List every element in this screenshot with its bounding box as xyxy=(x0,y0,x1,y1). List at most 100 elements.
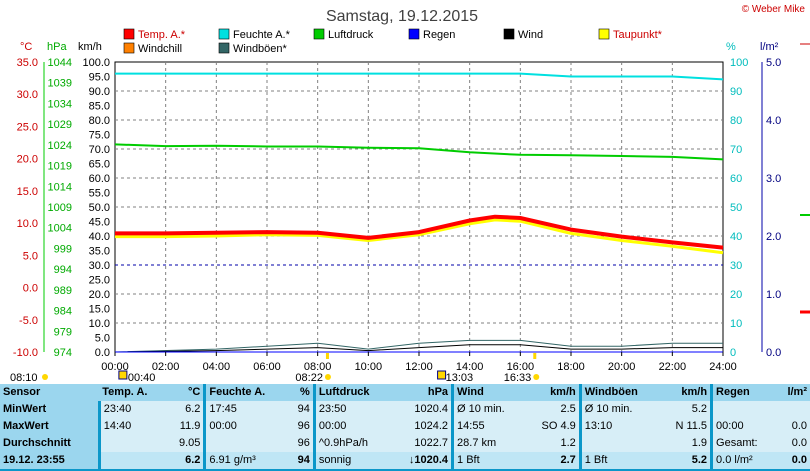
table-row-label: 19.12. 23:55 xyxy=(0,452,100,469)
wind-tick-label: 60.0 xyxy=(89,173,110,185)
table-header-cell: Sensor xyxy=(0,384,100,401)
pressure-tick-label: 1029 xyxy=(48,119,72,131)
table-cell: 2.7 xyxy=(525,452,581,469)
sunrise-axis-mark xyxy=(325,353,329,359)
wind-tick-label: 15.0 xyxy=(89,304,110,316)
wind-tick-label: 45.0 xyxy=(89,217,110,229)
table-cell: 96 xyxy=(288,435,315,452)
rain-tick-label: 3.0 xyxy=(766,173,781,185)
temp-tick-label: 20.0 xyxy=(17,154,38,166)
humidity-tick-label: 100 xyxy=(730,57,748,69)
humidity-tick-label: 40 xyxy=(730,231,742,243)
copyright-label: © Weber Mike xyxy=(742,4,806,15)
series-line-taupunkt xyxy=(115,218,724,255)
table-cell: Ø 10 min. xyxy=(578,401,661,418)
wind-tick-label: 65.0 xyxy=(89,159,110,171)
table-cell: 23:40 xyxy=(97,401,167,418)
time-tick-label: 02:00 xyxy=(152,361,180,373)
chart-title: Samstag, 19.12.2015 xyxy=(326,8,478,25)
table-cell: 1.9 xyxy=(660,435,712,452)
stats-grid: Sensor Temp. A. °C Feuchte A.% Luftdruck hPa W… xyxy=(0,384,810,469)
wind-tick-label: 80.0 xyxy=(89,115,110,127)
table-cell: 28.7 km xyxy=(451,435,526,452)
humidity-tick-label: 90 xyxy=(730,86,742,98)
temp-tick-label: 35.0 xyxy=(17,57,38,69)
table-header-cell: Windböen xyxy=(578,384,661,401)
table-cell: 17:45 xyxy=(203,401,289,418)
table-cell: 96 xyxy=(288,418,315,435)
wind-tick-label: 30.0 xyxy=(89,260,110,272)
legend-swatch xyxy=(218,28,230,40)
moonset-time: 00:40 xyxy=(128,372,156,384)
sunset-sun-icon xyxy=(533,374,540,380)
wind-tick-label: 100.0 xyxy=(82,57,110,69)
wind-tick-label: 20.0 xyxy=(89,289,110,301)
pressure-unit-label: hPa xyxy=(47,41,67,53)
legend-swatch xyxy=(313,28,325,40)
time-tick-label: 10:00 xyxy=(355,361,383,373)
legend-label: Taupunkt* xyxy=(613,29,663,41)
table-header-cell: km/h xyxy=(660,384,712,401)
table-cell: 23:50 xyxy=(312,401,392,418)
table-cell: 1 Bft xyxy=(578,452,661,469)
pressure-tick-label: 1009 xyxy=(48,202,72,214)
pressure-tick-label: 979 xyxy=(54,326,72,338)
legend-swatch xyxy=(218,42,230,54)
pressure-tick-label: 1039 xyxy=(48,78,72,90)
rain-tick-label: 2.0 xyxy=(766,231,781,243)
table-cell: 0.0 xyxy=(776,452,810,469)
temp-tick-label: 30.0 xyxy=(17,89,38,101)
humidity-unit-label: % xyxy=(726,41,736,53)
table-cell: ↓1020.4 xyxy=(391,452,453,469)
table-header-cell: Regen xyxy=(710,384,777,401)
table-cell: Ø 10 min. xyxy=(451,401,526,418)
humidity-tick-label: 0 xyxy=(730,347,736,359)
wind-tick-label: 85.0 xyxy=(89,101,110,113)
grid xyxy=(114,61,724,353)
wind-tick-label: 10.0 xyxy=(89,318,110,330)
wind-tick-label: 90.0 xyxy=(89,86,110,98)
time-tick-label: 14:00 xyxy=(456,361,484,373)
rain-tick-label: 5.0 xyxy=(766,57,781,69)
table-cell: 5.2 xyxy=(660,452,712,469)
legend-label: Luftdruck xyxy=(328,29,374,41)
moon-icon xyxy=(118,370,128,380)
temp-tick-label: 10.0 xyxy=(17,218,38,230)
sunrise-time: 08:10 xyxy=(10,372,38,384)
humidity-tick-label: 50 xyxy=(730,202,742,214)
pressure-tick-label: 974 xyxy=(54,347,72,359)
legend-label: Windböen* xyxy=(233,43,288,55)
table-cell: 9.05 xyxy=(166,435,205,452)
time-tick-label: 04:00 xyxy=(203,361,231,373)
table-cell: 94 xyxy=(288,452,315,469)
temp-tick-label: -10.0 xyxy=(13,347,38,359)
legend-label: Regen xyxy=(423,29,455,41)
table-cell: 14:40 xyxy=(97,418,167,435)
weather-chart: Samstag, 19.12.2015 © Weber Mike Temp. A… xyxy=(10,4,810,384)
sunrise-mark-time: 08:22 xyxy=(295,372,323,384)
wind-tick-label: 25.0 xyxy=(89,275,110,287)
wind-tick-label: 5.0 xyxy=(95,333,110,345)
pressure-tick-label: 1024 xyxy=(48,140,72,152)
rain-tick-label: 1.0 xyxy=(766,289,781,301)
series-line-feuchtea xyxy=(115,72,724,81)
legend-swatch xyxy=(123,28,135,40)
table-header-cell: Temp. A. xyxy=(99,384,167,401)
axis-unit-labels: °C hPa km/h% l/m² xyxy=(20,41,779,53)
pressure-tick-label: 1014 xyxy=(48,181,72,193)
legend-swatch xyxy=(598,28,610,40)
series-line-tempa xyxy=(115,214,724,250)
sun-moon-markers: 08:10 00:40 08:22 13:03 16:33 xyxy=(10,353,540,384)
pressure-tick-label: 994 xyxy=(54,264,72,276)
table-cell: 5.2 xyxy=(660,401,712,418)
table-cell: 6.2 xyxy=(166,401,205,418)
table-cell: 00:00 xyxy=(312,418,392,435)
wind-tick-label: 55.0 xyxy=(89,188,110,200)
table-cell: 00:00 xyxy=(710,418,777,435)
legend-swatch xyxy=(503,28,515,40)
temp-tick-label: 0.0 xyxy=(23,283,38,295)
humidity-tick-label: 70 xyxy=(730,144,742,156)
sunset-time: 16:33 xyxy=(504,372,532,384)
wind-tick-label: 70.0 xyxy=(89,144,110,156)
rain-tick-label: 0.0 xyxy=(766,347,781,359)
